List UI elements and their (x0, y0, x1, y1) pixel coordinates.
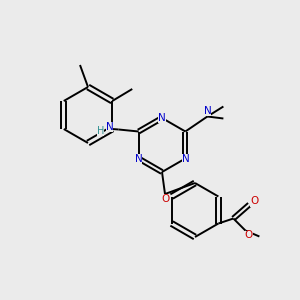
Text: N: N (106, 122, 113, 131)
Text: N: N (135, 154, 142, 164)
Text: N: N (182, 154, 189, 164)
Text: H: H (97, 125, 104, 136)
Text: O: O (250, 196, 259, 206)
Text: N: N (158, 113, 166, 123)
Text: O: O (244, 230, 253, 241)
Text: O: O (161, 194, 169, 204)
Text: N: N (203, 106, 211, 116)
